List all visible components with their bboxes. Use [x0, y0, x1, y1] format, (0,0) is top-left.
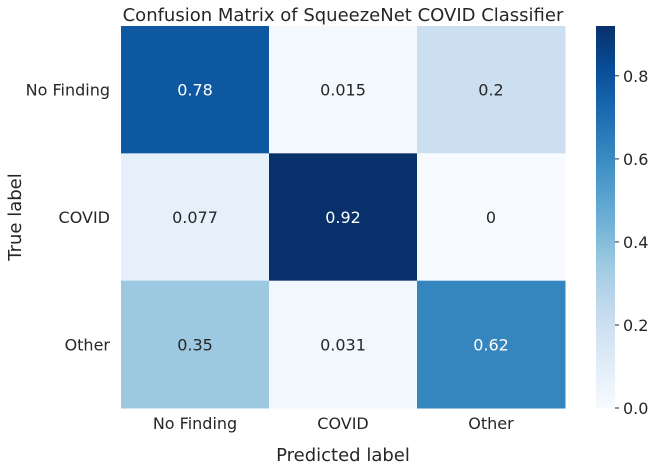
heatmap-cell: [417, 153, 566, 282]
cell-value-label: 0.62: [473, 335, 509, 354]
x-tick-labels: No Finding COVID Other: [153, 414, 514, 433]
heatmap-cells: 0.78 0.015 0.2 0.077 0.92 0 0.35 0.031 0.62: [121, 26, 566, 409]
colorbar-tick-label: 0.0: [623, 399, 648, 418]
cell-value-label: 0.077: [172, 208, 218, 227]
heatmap-cell: [121, 26, 270, 154]
cell-value-label: 0.35: [177, 335, 213, 354]
x-tick-label: COVID: [317, 414, 368, 433]
colorbar-tick-label: 0.8: [623, 67, 648, 86]
y-tick-labels: No Finding COVID Other: [26, 81, 111, 355]
y-tick-label: Other: [65, 335, 111, 354]
colorbar-gradient: [596, 26, 615, 408]
heatmap-cell: [269, 26, 418, 154]
colorbar: 0.0 0.2 0.4 0.6 0.8: [596, 26, 648, 418]
heatmap-cell: [269, 280, 418, 409]
heatmap-cell: [417, 26, 566, 154]
colorbar-tick-label: 0.4: [623, 233, 648, 252]
y-axis-label: True label: [5, 173, 26, 262]
chart-title: Confusion Matrix of SqueezeNet COVID Cla…: [123, 5, 564, 26]
cell-value-label: 0.2: [478, 81, 503, 100]
colorbar-tick-label: 0.2: [623, 316, 648, 335]
x-tick-label: No Finding: [153, 414, 237, 433]
heatmap-cell: [121, 280, 270, 409]
colorbar-ticks: 0.0 0.2 0.4 0.6 0.8: [615, 67, 648, 418]
cell-value-label: 0.78: [177, 81, 213, 100]
cell-value-label: 0: [486, 208, 496, 227]
colorbar-tick-label: 0.6: [623, 150, 648, 169]
x-axis-label: Predicted label: [276, 445, 410, 466]
heatmap-cell: [121, 153, 270, 282]
heatmap-cell: [417, 280, 566, 409]
cell-value-label: 0.015: [320, 81, 366, 100]
heatmap-cell: [269, 153, 418, 282]
y-tick-label: No Finding: [26, 81, 110, 100]
y-tick-label: COVID: [59, 208, 110, 227]
x-tick-label: Other: [468, 414, 514, 433]
cell-value-label: 0.92: [325, 208, 361, 227]
cell-value-label: 0.031: [320, 335, 366, 354]
